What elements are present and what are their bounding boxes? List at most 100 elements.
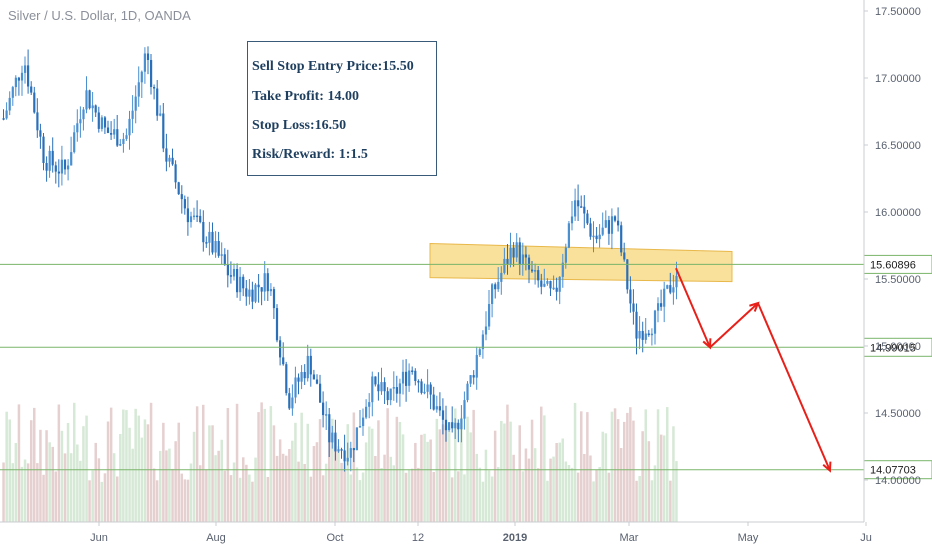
volume-bar <box>42 474 45 522</box>
volume-bar <box>334 434 337 522</box>
volume-bar <box>414 442 417 522</box>
candle-body <box>146 53 150 60</box>
volume-bar <box>195 406 199 522</box>
candle-body <box>626 259 629 290</box>
volume-bar <box>450 477 454 522</box>
volume-bar <box>638 476 641 522</box>
volume-bar <box>555 443 558 522</box>
candle-body <box>110 133 113 135</box>
volume-bar <box>26 463 30 522</box>
volume-bar <box>189 463 193 522</box>
candle-body <box>512 247 515 258</box>
candle-body <box>346 457 349 462</box>
candle-body <box>527 257 531 270</box>
candle-body <box>426 384 429 392</box>
candle-body <box>377 384 380 392</box>
candle-body <box>484 326 488 335</box>
volume-bar <box>63 453 67 522</box>
volume-bar <box>592 481 595 522</box>
volume-bar <box>543 415 546 522</box>
candle-body <box>33 92 36 113</box>
candle-body <box>223 254 226 265</box>
volume-bar <box>131 448 134 522</box>
x-tick-label: Jun <box>90 532 108 544</box>
volume-bar <box>346 424 349 522</box>
volume-bar <box>278 439 282 522</box>
candle-body <box>51 150 54 166</box>
candle-body <box>134 96 137 111</box>
candle-body <box>368 402 371 407</box>
volume-bar <box>472 409 475 522</box>
candle-body <box>629 289 632 304</box>
candle-body <box>595 235 598 240</box>
volume-bar <box>33 407 36 522</box>
volume-bar <box>521 471 525 522</box>
price-level-label: 14.07703 <box>870 465 916 477</box>
candle-body <box>297 377 300 382</box>
volume-bar <box>82 426 85 522</box>
volume-bar <box>463 474 466 522</box>
candle-body <box>214 241 217 253</box>
candle-body <box>534 270 537 272</box>
volume-bar <box>656 409 660 522</box>
volume-bar <box>171 468 174 522</box>
arrow-segment <box>709 302 759 349</box>
volume-bar <box>100 481 104 522</box>
candle-body <box>555 287 558 292</box>
arrow-segment <box>757 302 831 472</box>
candle-body <box>113 129 116 135</box>
volume-bar <box>374 456 377 522</box>
candle-body <box>226 264 229 276</box>
volume-bar <box>503 423 506 522</box>
candle-body <box>549 281 552 289</box>
candle-body <box>374 376 377 385</box>
volume-bar <box>5 411 8 522</box>
volume-bar <box>159 450 162 522</box>
volume-bar <box>411 468 414 522</box>
volume-bar <box>23 459 27 522</box>
candle-body <box>11 87 14 98</box>
candle-body <box>362 417 365 427</box>
candle-body <box>463 400 466 419</box>
stop-loss-text: Stop Loss:16.50 <box>252 118 347 133</box>
candle-body <box>328 414 331 443</box>
volume-bar <box>389 456 392 522</box>
candle-body <box>358 426 362 428</box>
volume-bar <box>331 418 334 522</box>
candle-body <box>165 148 168 162</box>
volume-bar <box>533 448 537 522</box>
candle-body <box>294 377 297 398</box>
candle-body <box>613 216 617 221</box>
candle-body <box>610 216 614 234</box>
candle-body <box>248 289 251 297</box>
volume-bar <box>263 408 266 522</box>
volume-bar <box>518 425 521 522</box>
candle-body <box>392 387 395 389</box>
candle-body <box>70 152 73 166</box>
candle-body <box>521 254 524 265</box>
candle-body <box>371 376 374 403</box>
volume-bar <box>192 431 196 522</box>
volume-bar <box>285 455 288 522</box>
volume-bar <box>641 431 644 522</box>
volume-bar <box>398 422 402 522</box>
volume-bar <box>20 466 24 522</box>
candle-body <box>76 123 79 133</box>
volume-bar <box>512 454 515 522</box>
candle-body <box>48 150 51 171</box>
volume-bar <box>361 472 365 522</box>
volume-bar <box>220 439 223 522</box>
take-profit-text: Take Profit: 14.00 <box>252 89 359 104</box>
candle-body <box>589 223 592 237</box>
volume-bar <box>217 450 220 522</box>
candle-body <box>481 334 484 350</box>
volume-bar <box>364 442 368 522</box>
candle-body <box>42 136 45 163</box>
candle-body <box>620 225 623 253</box>
candle-body <box>309 355 312 375</box>
volume-bar <box>429 439 432 522</box>
volume-bar <box>349 474 352 522</box>
x-tick-label: Mar <box>620 532 639 544</box>
candle-body <box>193 215 196 218</box>
